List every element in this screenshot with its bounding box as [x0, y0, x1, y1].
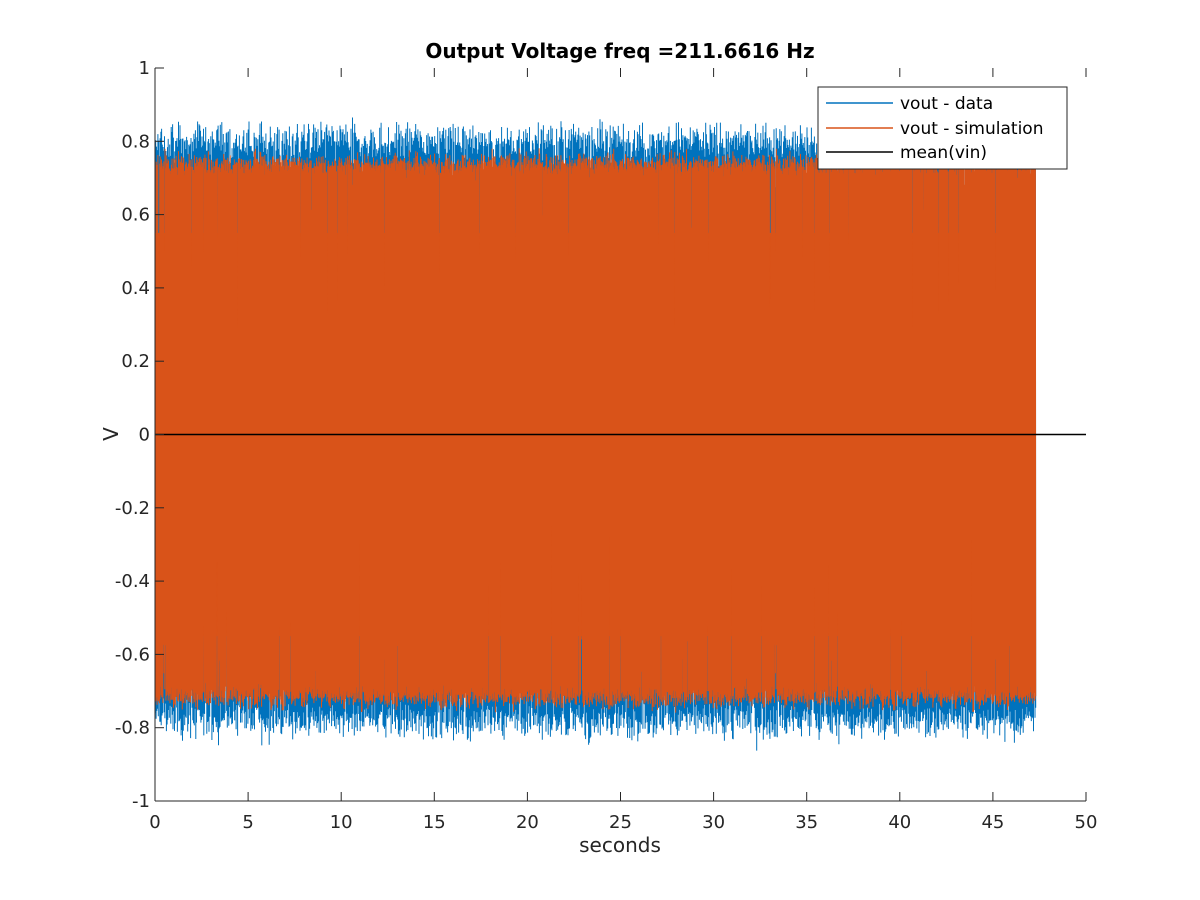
x-tick-label: 15 [423, 812, 446, 833]
series-layer [154, 117, 1086, 751]
y-tick-label: -0.4 [115, 571, 150, 592]
legend-label-simulation: vout - simulation [900, 119, 1043, 139]
y-tick-label: 0 [139, 425, 150, 446]
x-tick-label: 20 [516, 812, 539, 833]
y-tick-label: 1 [139, 58, 150, 79]
legend: vout - data vout - simulation mean(vin) [817, 86, 1068, 170]
y-tick-label: 0.4 [121, 278, 150, 299]
x-tick-label: 10 [330, 812, 353, 833]
x-tick-label: 0 [149, 812, 160, 833]
y-tick-label: 0.2 [121, 351, 150, 372]
y-axis-label: V [99, 427, 123, 441]
chart-title: Output Voltage freq =211.6616 Hz [425, 39, 814, 63]
series-line-1 [154, 148, 1037, 713]
x-tick-label: 50 [1075, 812, 1098, 833]
x-tick-label: 40 [888, 812, 911, 833]
plot-area: 0 5 10 15 20 25 30 35 40 45 50 -1 -0.8 -0.6 -0.4 -0.2 0 0… [115, 58, 1098, 833]
legend-label-data: vout - data [900, 94, 993, 114]
y-tick-label: -0.2 [115, 498, 150, 519]
y-tick-label: -0.6 [115, 644, 150, 665]
x-tick-label: 45 [981, 812, 1004, 833]
axes-layer: 0 5 10 15 20 25 30 35 40 45 50 -1 -0.8 -0.6 -0.4 -0.2 0 0… [115, 58, 1098, 833]
x-tick-label: 30 [702, 812, 725, 833]
y-tick-label: 0.6 [121, 205, 150, 226]
y-tick-label: 0.8 [121, 131, 150, 152]
x-tick-label: 35 [795, 812, 818, 833]
x-tick-label: 5 [242, 812, 253, 833]
x-tick-label: 25 [609, 812, 632, 833]
legend-label-mean: mean(vin) [900, 143, 987, 163]
y-tick-label: -0.8 [115, 718, 150, 739]
y-tick-label: -1 [132, 791, 150, 812]
x-axis-label: seconds [579, 833, 661, 857]
